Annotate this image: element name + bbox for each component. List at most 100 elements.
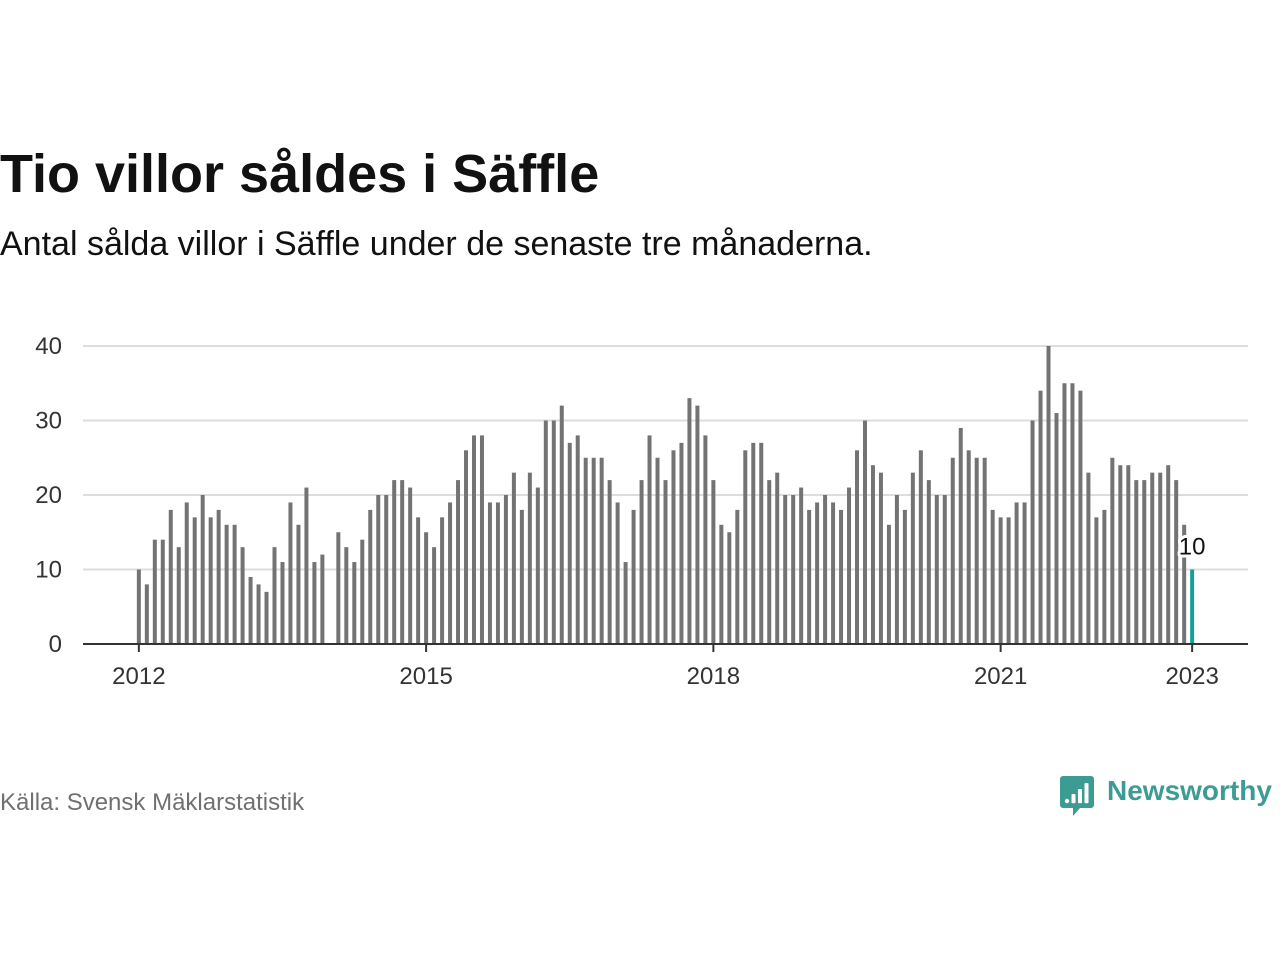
bar-2016-08 bbox=[575, 435, 580, 644]
logo-bar-tall bbox=[1084, 783, 1089, 804]
bar-2020-07 bbox=[950, 457, 955, 644]
bar-2013-10 bbox=[304, 487, 309, 644]
bar-2021-01 bbox=[998, 517, 1003, 644]
bar-2020-10 bbox=[974, 457, 979, 644]
bar-2014-09 bbox=[392, 480, 397, 644]
bar-2015-02 bbox=[432, 547, 437, 644]
bar-2012-02 bbox=[144, 584, 149, 644]
bar-2021-11 bbox=[1078, 390, 1083, 644]
bar-2015-01 bbox=[424, 532, 429, 644]
bar-2022-08 bbox=[1150, 472, 1155, 644]
bar-2016-04 bbox=[543, 420, 548, 644]
brand-logo: Newsworthy bbox=[1058, 774, 1276, 818]
bar-2017-07 bbox=[663, 480, 668, 644]
bar-2016-06 bbox=[559, 405, 564, 644]
bar-2019-10 bbox=[878, 472, 883, 644]
brand-name: Newsworthy bbox=[1107, 775, 1272, 806]
bar-2016-10 bbox=[591, 457, 596, 644]
bar-2017-11 bbox=[695, 405, 700, 644]
bar-2015-03 bbox=[440, 517, 445, 644]
bar-2022-11 bbox=[1174, 480, 1179, 644]
bar-2020-05 bbox=[934, 495, 939, 644]
bar-2014-03 bbox=[344, 547, 349, 644]
bar-2013-12 bbox=[320, 554, 325, 644]
bar-2018-05 bbox=[743, 450, 748, 644]
logo-bubble bbox=[1060, 776, 1094, 816]
x-tick-label-2023: 2023 bbox=[1165, 663, 1218, 690]
bar-2017-03 bbox=[631, 509, 636, 644]
bar-2020-06 bbox=[942, 495, 947, 644]
bar-2022-05 bbox=[1126, 465, 1131, 644]
bar-2019-09 bbox=[870, 465, 875, 644]
bar-2014-11 bbox=[408, 487, 413, 644]
bar-2015-09 bbox=[487, 502, 492, 644]
bar-2012-05 bbox=[168, 509, 173, 644]
logo-bar-short bbox=[1071, 794, 1076, 804]
bar-2015-08 bbox=[479, 435, 484, 644]
bar-2021-12 bbox=[1086, 472, 1091, 644]
bar-2019-08 bbox=[862, 420, 867, 644]
bar-2017-04 bbox=[639, 480, 644, 644]
bar-2012-09 bbox=[200, 495, 205, 644]
bar-2020-12 bbox=[990, 509, 995, 644]
bar-2013-09 bbox=[296, 524, 301, 644]
bar-2015-12 bbox=[511, 472, 516, 644]
bar-2015-05 bbox=[456, 480, 461, 644]
bar-2012-01 bbox=[136, 569, 141, 644]
bar-2016-11 bbox=[599, 457, 604, 644]
logo-bar-medium bbox=[1078, 789, 1082, 804]
bar-2017-09 bbox=[679, 442, 684, 644]
bar-2018-03 bbox=[727, 532, 732, 644]
bar-2019-06 bbox=[847, 487, 852, 644]
bar-2021-08 bbox=[1054, 413, 1059, 644]
bar-2021-02 bbox=[1006, 517, 1011, 644]
bar-2017-02 bbox=[623, 562, 628, 644]
bar-2021-10 bbox=[1070, 383, 1075, 644]
y-tick-label-0: 0 bbox=[49, 631, 62, 658]
bar-2012-07 bbox=[184, 502, 189, 644]
bar-2020-11 bbox=[982, 457, 987, 644]
bar-2020-09 bbox=[966, 450, 971, 644]
bar-2022-02 bbox=[1102, 509, 1107, 644]
bars bbox=[136, 346, 1195, 644]
bar-2014-04 bbox=[352, 562, 357, 644]
bar-2014-10 bbox=[400, 480, 405, 644]
bar-2016-12 bbox=[607, 480, 612, 644]
bar-2012-11 bbox=[216, 509, 221, 644]
bar-2014-02 bbox=[336, 532, 341, 644]
bar-2018-09 bbox=[775, 472, 780, 644]
bar-2018-04 bbox=[735, 509, 740, 644]
bar-2019-03 bbox=[823, 495, 828, 644]
data-label-2023-01: 10 bbox=[1179, 534, 1206, 561]
bar-2012-12 bbox=[224, 524, 229, 644]
x-tick-label-2021: 2021 bbox=[974, 663, 1027, 690]
y-tick-label-20: 20 bbox=[35, 482, 62, 509]
bar-2021-09 bbox=[1062, 383, 1067, 644]
chart-title: Tio villor såldes i Säffle bbox=[0, 144, 600, 204]
bar-2018-02 bbox=[719, 524, 724, 644]
bar-2020-03 bbox=[918, 450, 923, 644]
bar-2012-04 bbox=[160, 539, 165, 644]
bar-2022-06 bbox=[1134, 480, 1139, 644]
bar-2018-06 bbox=[751, 442, 756, 644]
bar-2016-09 bbox=[583, 457, 588, 644]
bar-2016-05 bbox=[551, 420, 556, 644]
bar-2015-04 bbox=[448, 502, 453, 644]
bar-2022-10 bbox=[1166, 465, 1171, 644]
bar-2014-06 bbox=[368, 509, 373, 644]
bar-2015-07 bbox=[471, 435, 476, 644]
bar-2018-10 bbox=[783, 495, 788, 644]
source-note: Källa: Svensk Mäklarstatistik bbox=[0, 789, 305, 816]
y-tick-label-40: 40 bbox=[35, 333, 62, 360]
bar-2019-05 bbox=[839, 509, 844, 644]
bar-2013-01 bbox=[232, 524, 237, 644]
bar-2012-10 bbox=[208, 517, 213, 644]
y-tick-label-30: 30 bbox=[35, 408, 62, 435]
bar-2021-03 bbox=[1014, 502, 1019, 644]
bar-2013-08 bbox=[288, 502, 293, 644]
bar-2023-01 bbox=[1190, 569, 1195, 644]
bar-2021-06 bbox=[1038, 390, 1043, 644]
bar-2012-06 bbox=[176, 547, 181, 644]
bar-2022-03 bbox=[1110, 457, 1115, 644]
bar-2020-04 bbox=[926, 480, 931, 644]
